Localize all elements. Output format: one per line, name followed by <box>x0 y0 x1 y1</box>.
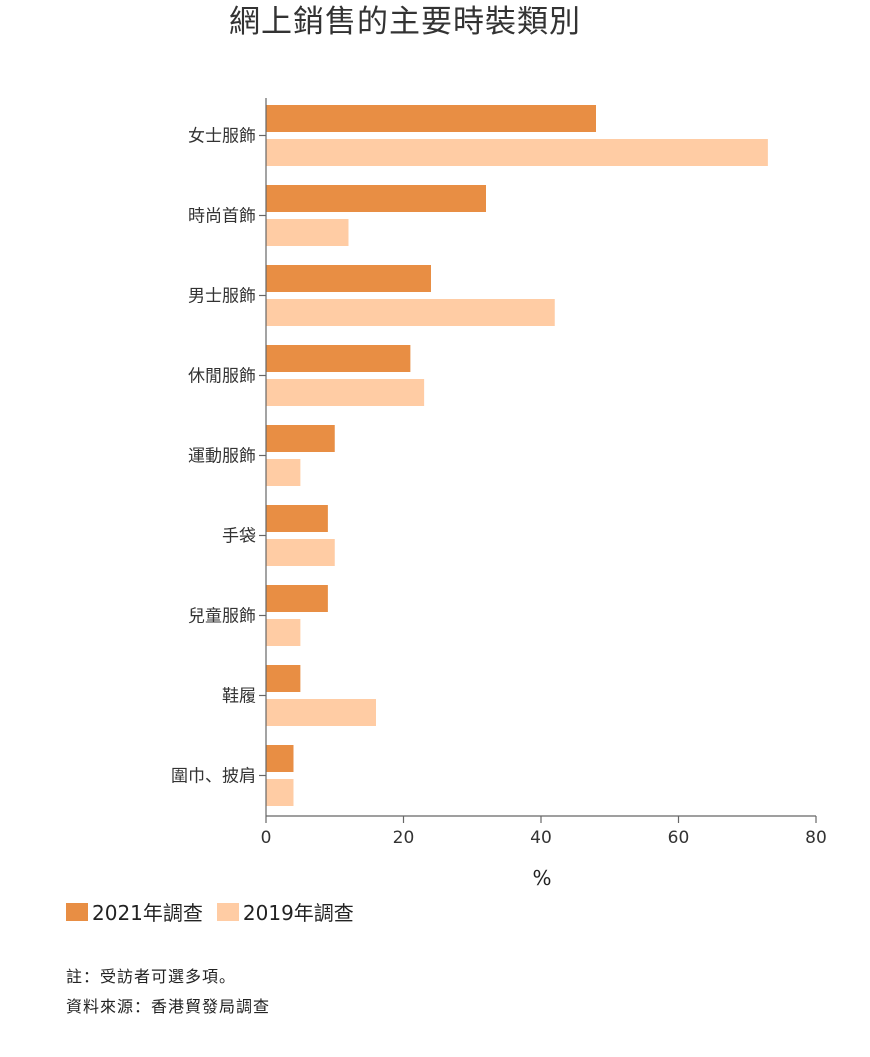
bar-2021-6 <box>266 585 328 612</box>
bar-2021-7 <box>266 665 301 692</box>
legend-label-2019: 2019年調查 <box>242 901 354 925</box>
bars-layer <box>266 105 768 806</box>
source-text: 資料來源：香港貿發局調查 <box>66 997 271 1016</box>
legend-swatch-2021 <box>66 902 88 921</box>
y-tick-label-1: 時尚首飾 <box>188 207 256 227</box>
legend-item-2021: 2021年調查 <box>66 897 203 926</box>
bar-2021-1 <box>266 185 486 212</box>
bar-2021-0 <box>266 105 596 132</box>
y-tick-label-8: 圍巾、披肩 <box>171 767 256 787</box>
y-tick-label-6: 兒童服飾 <box>188 607 256 627</box>
legend-label-2021: 2021年調查 <box>92 901 203 925</box>
chart-title: 網上銷售的主要時裝類別 <box>229 4 581 40</box>
y-tick-label-0: 女士服飾 <box>188 127 256 147</box>
x-tick-label-1: 20 <box>393 828 415 848</box>
y-tick-label-3: 休閒服飾 <box>188 367 256 387</box>
bar-2019-1 <box>266 219 349 246</box>
bar-2021-8 <box>266 745 294 772</box>
y-tick-label-7: 鞋履 <box>222 687 256 707</box>
x-axis-label: % <box>532 866 552 890</box>
x-tick-label-4: 80 <box>805 828 827 848</box>
y-tick-label-5: 手袋 <box>222 527 256 547</box>
y-tick-label-4: 運動服飾 <box>188 447 256 467</box>
bar-2021-3 <box>266 345 411 372</box>
footnotes: 註：受訪者可選多項。 資料來源：香港貿發局調查 <box>66 962 270 1022</box>
bar-2019-4 <box>266 459 301 486</box>
legend-swatch-2019 <box>216 902 239 921</box>
x-tick-label-2: 40 <box>530 828 552 848</box>
y-tick-label-2: 男士服飾 <box>188 287 256 307</box>
legend: 2021年調查 2019年調查 <box>66 897 368 926</box>
bar-2021-4 <box>266 425 335 452</box>
note-text: 註：受訪者可選多項。 <box>66 967 237 986</box>
legend-item-2019: 2019年調查 <box>216 897 354 926</box>
bar-2019-0 <box>266 139 768 166</box>
x-tick-label-0: 0 <box>261 828 272 848</box>
bar-2019-7 <box>266 699 376 726</box>
x-tick-label-3: 60 <box>668 828 690 848</box>
bar-2019-2 <box>266 299 555 326</box>
bar-2021-2 <box>266 265 431 292</box>
bar-2019-3 <box>266 379 425 406</box>
bar-2019-5 <box>266 539 335 566</box>
bar-2021-5 <box>266 505 328 532</box>
bar-2019-6 <box>266 619 301 646</box>
bar-2019-8 <box>266 779 294 806</box>
